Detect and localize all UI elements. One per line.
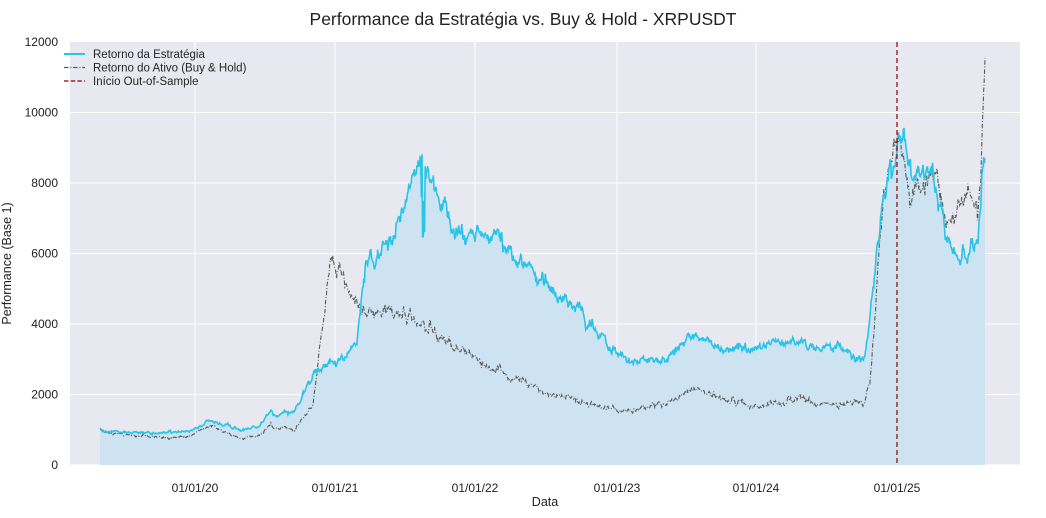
svg-text:2000: 2000 [31, 388, 58, 402]
svg-text:01/01/20: 01/01/20 [172, 481, 219, 495]
svg-text:6000: 6000 [31, 247, 58, 261]
svg-text:01/01/22: 01/01/22 [452, 481, 499, 495]
svg-text:01/01/23: 01/01/23 [594, 481, 641, 495]
svg-text:Início Out-of-Sample: Início Out-of-Sample [93, 76, 198, 88]
svg-text:4000: 4000 [31, 317, 58, 331]
svg-text:Retorno do Ativo (Buy & Hold): Retorno do Ativo (Buy & Hold) [93, 63, 247, 75]
svg-text:0: 0 [51, 458, 58, 472]
svg-text:01/01/21: 01/01/21 [312, 481, 359, 495]
svg-text:10000: 10000 [25, 106, 59, 120]
svg-text:01/01/25: 01/01/25 [874, 481, 921, 495]
svg-text:Retorno da Estratégia: Retorno da Estratégia [93, 49, 205, 61]
svg-text:12000: 12000 [25, 35, 59, 49]
svg-text:01/01/24: 01/01/24 [733, 481, 780, 495]
svg-text:8000: 8000 [31, 176, 58, 190]
